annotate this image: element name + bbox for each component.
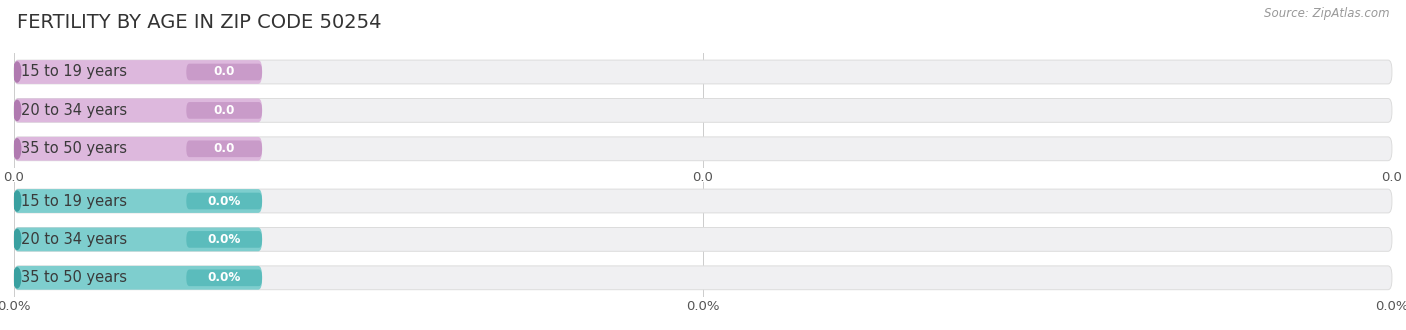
Text: 0.0: 0.0 (214, 65, 235, 79)
Text: 0.0: 0.0 (214, 104, 235, 117)
FancyBboxPatch shape (186, 64, 262, 80)
Text: 35 to 50 years: 35 to 50 years (21, 141, 127, 156)
FancyBboxPatch shape (186, 102, 262, 119)
Circle shape (14, 139, 21, 159)
Text: FERTILITY BY AGE IN ZIP CODE 50254: FERTILITY BY AGE IN ZIP CODE 50254 (17, 13, 381, 32)
FancyBboxPatch shape (14, 227, 1392, 251)
FancyBboxPatch shape (14, 266, 1392, 290)
Text: 0.0%: 0.0% (208, 233, 240, 246)
FancyBboxPatch shape (14, 98, 1392, 122)
FancyBboxPatch shape (186, 193, 262, 209)
Circle shape (14, 100, 21, 120)
Circle shape (14, 62, 21, 82)
Text: 35 to 50 years: 35 to 50 years (21, 270, 127, 285)
FancyBboxPatch shape (14, 227, 262, 251)
FancyBboxPatch shape (14, 137, 1392, 161)
FancyBboxPatch shape (14, 189, 1392, 213)
FancyBboxPatch shape (186, 141, 262, 157)
Circle shape (14, 229, 21, 249)
FancyBboxPatch shape (14, 266, 262, 290)
Text: 0.0: 0.0 (214, 142, 235, 155)
Circle shape (14, 268, 21, 288)
FancyBboxPatch shape (14, 60, 1392, 84)
Circle shape (14, 191, 21, 211)
Text: 15 to 19 years: 15 to 19 years (21, 64, 127, 80)
FancyBboxPatch shape (186, 231, 262, 248)
FancyBboxPatch shape (14, 189, 262, 213)
FancyBboxPatch shape (14, 60, 262, 84)
Text: Source: ZipAtlas.com: Source: ZipAtlas.com (1264, 7, 1389, 19)
FancyBboxPatch shape (14, 98, 262, 122)
Text: 15 to 19 years: 15 to 19 years (21, 193, 127, 209)
Text: 0.0%: 0.0% (208, 271, 240, 284)
Text: 20 to 34 years: 20 to 34 years (21, 103, 127, 118)
FancyBboxPatch shape (14, 137, 262, 161)
FancyBboxPatch shape (186, 270, 262, 286)
Text: 0.0%: 0.0% (208, 194, 240, 208)
Text: 20 to 34 years: 20 to 34 years (21, 232, 127, 247)
